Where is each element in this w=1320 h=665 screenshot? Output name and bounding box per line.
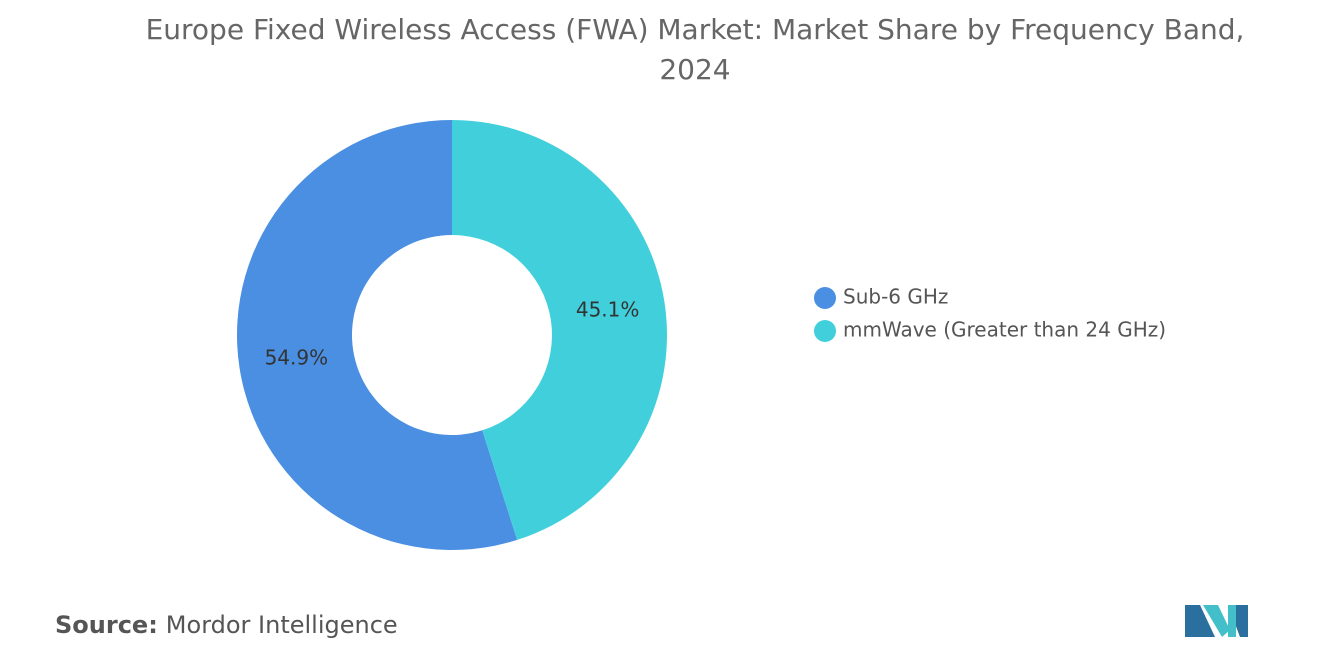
slice [236,120,518,550]
source: Source: Mordor Intelligence [55,611,398,639]
legend-marker [814,320,836,342]
logo [1185,605,1248,637]
legend-marker [814,287,836,309]
chart-title: Europe Fixed Wireless Access (FWA) Marke… [145,13,1245,86]
source-text: Mordor Intelligence [165,611,398,639]
legend-label: Sub-6 GHz [843,285,948,309]
data-label: 45.1% [576,297,640,321]
legend-label: mmWave (Greater than 24 GHz) [843,318,1166,342]
data-label: 54.9% [265,346,329,370]
source-label: Source: [55,611,158,639]
slice [452,120,667,540]
